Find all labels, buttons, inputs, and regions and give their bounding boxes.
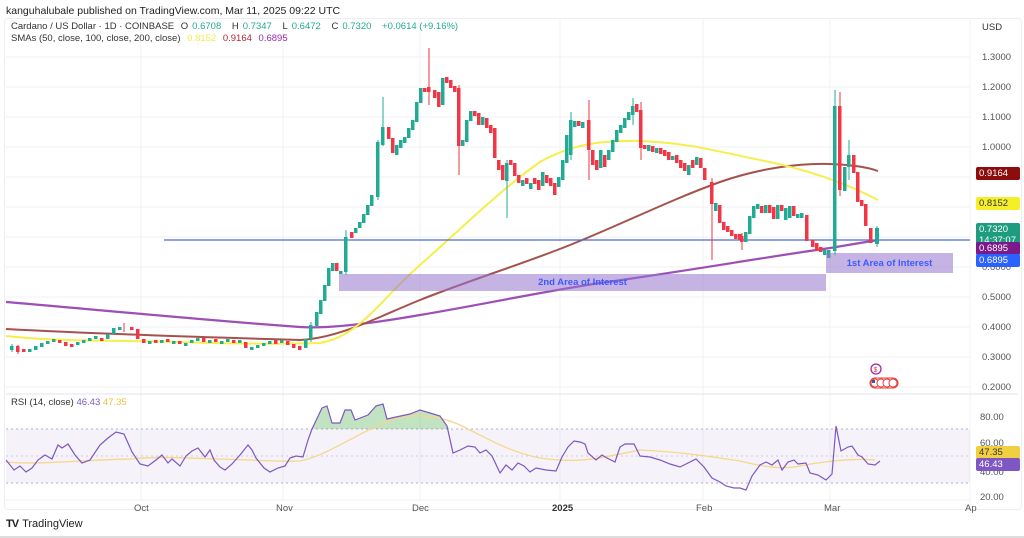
- svg-text:1.2000: 1.2000: [982, 82, 1011, 93]
- rsi-ma-value: 47.35: [102, 397, 127, 408]
- svg-text:1.1000: 1.1000: [982, 112, 1011, 123]
- rsi-value-tag: 46.43: [976, 458, 1020, 471]
- currency-label[interactable]: USD: [982, 22, 1003, 33]
- sma50-price-tag: 0.8152: [976, 197, 1020, 210]
- rsi-legend[interactable]: RSI (14, close) 46.43 47.35: [11, 397, 127, 408]
- tradingview-mark-icon: TV: [6, 518, 19, 530]
- bottom-divider: [0, 536, 1024, 538]
- sma200-value: 0.6895: [258, 33, 288, 44]
- svg-text:Feb: Feb: [696, 503, 712, 514]
- svg-text:0.6000: 0.6000: [982, 262, 1011, 273]
- publisher-line: kanguhalubale published on TradingView.c…: [6, 5, 341, 17]
- sma50-value: 0.8152: [187, 33, 217, 44]
- rsi-ma-tag: 47.35: [976, 446, 1020, 459]
- svg-text:Nov: Nov: [276, 503, 293, 514]
- area-2-label: 2nd Area of Interest: [538, 277, 627, 288]
- us-flag-events-icon[interactable]: [869, 377, 899, 389]
- sma200-line: [5, 238, 879, 329]
- sma200-price-tag: 0.6895: [976, 242, 1020, 255]
- rsi-value: 46.43: [76, 397, 101, 408]
- hline-price-tag: 0.6895: [976, 254, 1020, 267]
- chart-frame: [4, 18, 1022, 510]
- tradingview-text: TradingView: [22, 518, 83, 530]
- svg-text:80.00: 80.00: [980, 412, 1004, 423]
- economic-event-icon[interactable]: $: [868, 362, 884, 376]
- main-legend: Cardano / US Dollar · 1D · COINBASE O 0.6…: [11, 21, 462, 45]
- rsi-axis[interactable]: 80.00 60.00 40.00 20.00: [980, 412, 1004, 503]
- svg-text:2025: 2025: [552, 503, 574, 514]
- svg-text:0.2000: 0.2000: [982, 382, 1011, 393]
- svg-text:0.4000: 0.4000: [982, 322, 1011, 333]
- candlesticks: [10, 48, 879, 354]
- area-1-label: 1st Area of Interest: [846, 257, 933, 269]
- symbol-legend-row: Cardano / US Dollar · 1D · COINBASE O 0.6…: [11, 21, 459, 32]
- sma100-price-tag: 0.9164: [976, 167, 1020, 180]
- svg-text:Mar: Mar: [824, 503, 840, 514]
- svg-text:0.3000: 0.3000: [982, 352, 1011, 363]
- svg-text:Dec: Dec: [412, 503, 429, 514]
- last-price: 0.7320: [979, 224, 1009, 235]
- tradingview-logo[interactable]: TV TradingView: [6, 518, 83, 530]
- sma-legend-row[interactable]: SMAs (50, close, 100, close, 200, close)…: [11, 33, 462, 45]
- rsi-line: [5, 403, 881, 491]
- bar-countdown: 14:37:07: [979, 235, 1016, 246]
- svg-text:0.5000: 0.5000: [982, 292, 1011, 303]
- svg-text:20.00: 20.00: [980, 492, 1004, 503]
- rsi-ma-line: [5, 415, 876, 469]
- last-price-tag: 0.7320 14:37:07: [976, 223, 1020, 246]
- svg-text:1.0000: 1.0000: [982, 142, 1011, 153]
- area-of-interest-1[interactable]: 1st Area of Interest: [826, 253, 953, 273]
- symbol-name[interactable]: Cardano / US Dollar · 1D · COINBASE: [11, 21, 175, 32]
- svg-text:$: $: [874, 367, 878, 374]
- sma100-value: 0.9164: [222, 33, 252, 44]
- change-value: +0.0614 (+9.16%): [382, 21, 459, 32]
- svg-text:60.00: 60.00: [980, 438, 1004, 449]
- svg-text:Oct: Oct: [134, 503, 149, 514]
- sma-legend-label: SMAs (50, close, 100, close, 200, close): [11, 33, 181, 44]
- high-value: 0.7347: [242, 21, 272, 32]
- low-value: 0.6472: [291, 21, 321, 32]
- rsi-legend-label: RSI (14, close): [11, 397, 74, 408]
- svg-text:Ap: Ap: [965, 503, 977, 514]
- close-value: 0.7320: [342, 21, 372, 32]
- price-grid: [6, 20, 970, 500]
- svg-text:1.3000: 1.3000: [982, 52, 1011, 63]
- open-value: 0.6708: [192, 21, 222, 32]
- area-of-interest-2[interactable]: 2nd Area of Interest: [339, 274, 826, 291]
- sma100-line: [5, 162, 879, 342]
- time-axis[interactable]: Oct Nov Dec 2025 Feb Mar Ap: [134, 503, 977, 514]
- svg-text:40.00: 40.00: [980, 467, 1004, 478]
